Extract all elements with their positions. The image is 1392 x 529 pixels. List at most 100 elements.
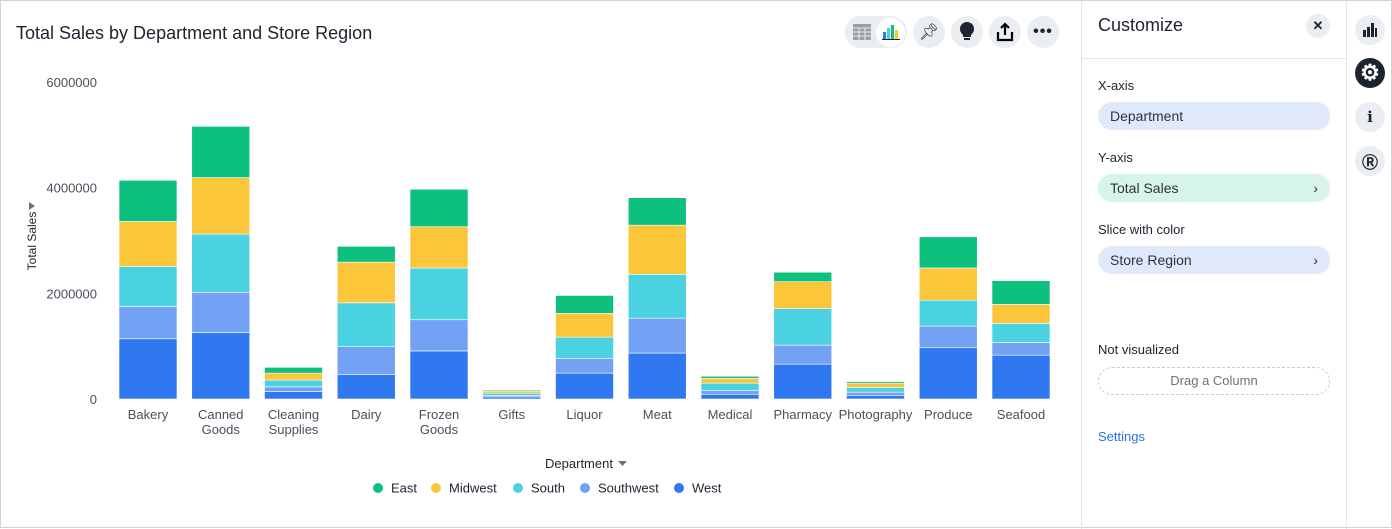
legend-swatch[interactable] xyxy=(373,483,383,493)
x-tick-label: Supplies xyxy=(269,422,319,437)
bar-segment-east[interactable] xyxy=(846,381,905,384)
bar-segment-south[interactable] xyxy=(773,308,833,346)
legend-item[interactable]: West xyxy=(692,481,722,496)
bar-segment-midwest[interactable] xyxy=(555,313,614,338)
bar-segment-south[interactable] xyxy=(482,392,542,396)
bar-segment-east[interactable] xyxy=(918,236,978,269)
y-axis-title[interactable]: Total Sales xyxy=(25,212,39,271)
bar-segment-midwest[interactable] xyxy=(482,390,542,394)
gear-icon[interactable]: ⚙ xyxy=(1355,58,1385,88)
bar-segment-southwest[interactable] xyxy=(191,291,251,333)
bar-segment-east[interactable] xyxy=(991,280,1051,305)
bar-segment-south[interactable] xyxy=(846,387,905,393)
lightbulb-icon[interactable] xyxy=(951,16,983,48)
bar-segment-east[interactable] xyxy=(482,389,542,392)
bar-segment-south[interactable] xyxy=(118,266,178,307)
bar-segment-west[interactable] xyxy=(846,395,905,400)
bar-segment-west[interactable] xyxy=(409,350,469,400)
bar-segment-west[interactable] xyxy=(118,338,178,400)
bar-segment-east[interactable] xyxy=(700,375,760,379)
bar-segment-southwest[interactable] xyxy=(846,391,905,396)
bar-segment-west[interactable] xyxy=(991,354,1051,400)
bar-segment-east[interactable] xyxy=(264,366,323,374)
bar-segment-west[interactable] xyxy=(336,374,396,400)
chart-icon[interactable] xyxy=(876,17,905,47)
bar-segment-south[interactable] xyxy=(409,267,469,321)
bar-segment-southwest[interactable] xyxy=(336,346,396,375)
bar-segment-south[interactable] xyxy=(627,274,687,319)
bar-segment-south[interactable] xyxy=(264,379,323,388)
y-axis-dropdown-icon[interactable] xyxy=(29,202,35,210)
bar-segment-midwest[interactable] xyxy=(264,372,323,381)
bar-segment-midwest[interactable] xyxy=(846,382,905,388)
legend-item[interactable]: East xyxy=(391,481,417,496)
bar-segment-midwest[interactable] xyxy=(627,224,687,275)
bar-segment-south[interactable] xyxy=(991,323,1051,343)
bar-segment-midwest[interactable] xyxy=(191,177,251,235)
chart-panel: 0 2000000 4000000 6000000 Total Sales Bakery C… xyxy=(1,1,1081,529)
bar-segment-midwest[interactable] xyxy=(118,221,178,267)
legend-swatch[interactable] xyxy=(580,483,590,493)
x-tick-label: Goods xyxy=(420,422,459,437)
bar-segment-west[interactable] xyxy=(264,391,323,400)
bar-segment-east[interactable] xyxy=(336,246,396,263)
bar-segment-midwest[interactable] xyxy=(700,378,760,384)
bar-segment-west[interactable] xyxy=(555,372,614,400)
bar-segment-southwest[interactable] xyxy=(409,319,469,352)
drag-column-dropzone[interactable]: Drag a Column xyxy=(1098,367,1330,395)
bar-segment-east[interactable] xyxy=(118,179,178,222)
bar-chart-icon[interactable] xyxy=(1355,15,1385,45)
color-field[interactable]: Store Region › xyxy=(1098,246,1330,274)
bar-segment-west[interactable] xyxy=(700,393,760,400)
legend-item[interactable]: South xyxy=(531,481,565,496)
settings-link[interactable]: Settings xyxy=(1098,429,1145,444)
table-icon[interactable] xyxy=(847,18,876,47)
bar-segment-midwest[interactable] xyxy=(991,304,1051,324)
bar-segment-southwest[interactable] xyxy=(627,317,687,354)
bar-segment-midwest[interactable] xyxy=(409,226,469,269)
bar-segment-south[interactable] xyxy=(191,233,251,293)
r-icon[interactable]: Ⓡ xyxy=(1355,146,1385,176)
bar-segment-southwest[interactable] xyxy=(264,386,323,392)
legend-swatch[interactable] xyxy=(513,483,523,493)
divider xyxy=(1082,58,1347,59)
x-axis-field[interactable]: Department xyxy=(1098,102,1330,130)
legend-item[interactable]: Southwest xyxy=(598,481,659,496)
pin-icon[interactable]: 📌︎ xyxy=(913,16,945,48)
view-toggle[interactable] xyxy=(845,16,907,48)
bar-segment-midwest[interactable] xyxy=(773,281,833,309)
bar-segment-southwest[interactable] xyxy=(555,358,614,374)
bar-segment-midwest[interactable] xyxy=(918,267,978,301)
more-icon[interactable]: ••• xyxy=(1027,16,1059,48)
x-tick-label: Canned xyxy=(198,407,244,422)
bar-segment-south[interactable] xyxy=(555,336,614,359)
share-icon[interactable] xyxy=(989,16,1021,48)
bar-segment-south[interactable] xyxy=(336,302,396,347)
bar-segment-midwest[interactable] xyxy=(336,261,396,304)
bar-segment-west[interactable] xyxy=(191,332,251,400)
bar-segment-west[interactable] xyxy=(482,396,542,400)
close-icon[interactable]: ✕ xyxy=(1306,14,1330,38)
bar-segment-southwest[interactable] xyxy=(918,325,978,349)
bar-segment-west[interactable] xyxy=(918,347,978,400)
bar-segment-south[interactable] xyxy=(700,382,760,391)
legend-swatch[interactable] xyxy=(674,483,684,493)
x-axis-dropdown-icon[interactable] xyxy=(618,461,627,466)
bar-segment-south[interactable] xyxy=(918,299,978,327)
bar-segment-southwest[interactable] xyxy=(118,306,178,340)
bar-segment-southwest[interactable] xyxy=(773,344,833,365)
bar-segment-east[interactable] xyxy=(555,295,614,314)
bar-segment-east[interactable] xyxy=(627,197,687,226)
bar-segment-east[interactable] xyxy=(191,126,251,178)
legend-item[interactable]: Midwest xyxy=(449,481,497,496)
info-icon[interactable]: i xyxy=(1355,102,1385,132)
y-axis-field[interactable]: Total Sales › xyxy=(1098,174,1330,202)
bar-segment-southwest[interactable] xyxy=(700,390,760,395)
bar-segment-east[interactable] xyxy=(409,188,469,228)
legend-swatch[interactable] xyxy=(431,483,441,493)
bar-segment-west[interactable] xyxy=(627,352,687,400)
bar-segment-southwest[interactable] xyxy=(991,342,1051,356)
x-axis-title[interactable]: Department xyxy=(545,456,613,471)
bar-segment-west[interactable] xyxy=(773,363,833,400)
bar-segment-east[interactable] xyxy=(773,271,833,283)
